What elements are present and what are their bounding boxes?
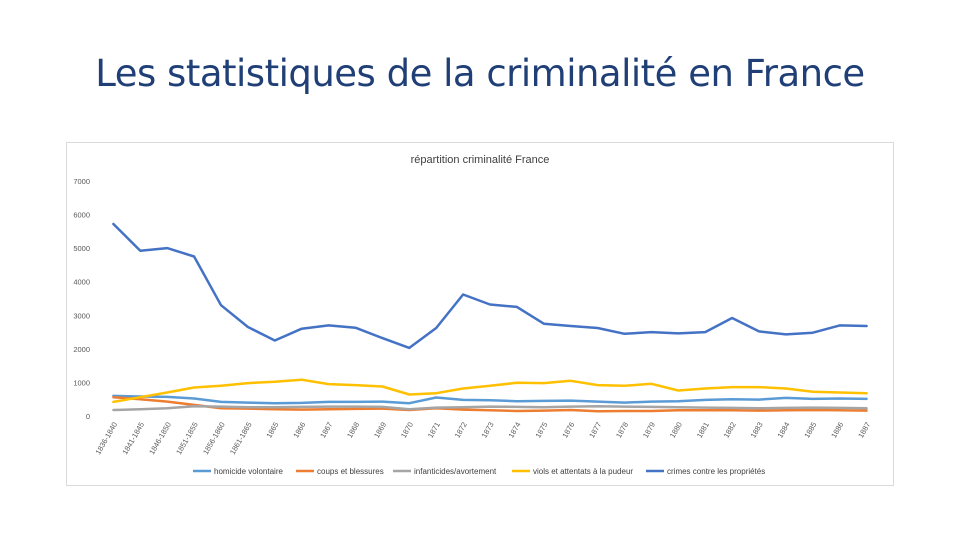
x-tick-label: 1846-1850 [147, 421, 173, 457]
y-tick-label: 3000 [73, 311, 90, 320]
x-tick-label: 1836-1840 [93, 421, 119, 457]
legend-label: infanticides/avortement [414, 467, 497, 476]
legend: homicide volontaire coups et blessures inf… [193, 467, 765, 476]
y-tick-label: 0 [86, 412, 90, 421]
x-tick-label: 1873 [480, 421, 496, 440]
x-tick-label: 1866 [291, 421, 307, 440]
chart-title: répartition criminalité France [411, 154, 550, 166]
y-axis: 0 1000 2000 3000 4000 5000 6000 7000 [73, 177, 90, 421]
y-tick-label: 5000 [73, 244, 90, 253]
x-tick-label: 1883 [749, 421, 765, 440]
chart-frame [66, 142, 894, 486]
x-tick-label: 1868 [345, 421, 361, 440]
y-tick-label: 7000 [73, 177, 90, 186]
x-tick-label: 1878 [614, 421, 630, 440]
y-tick-label: 1000 [73, 378, 90, 387]
x-tick-label: 1874 [506, 421, 522, 440]
x-tick-label: 1861-1865 [228, 421, 254, 457]
x-tick-label: 1884 [775, 421, 791, 440]
x-axis: 1836-1840 1841-1845 1846-1850 1851-1855 1856… [93, 421, 872, 457]
x-tick-label: 1880 [668, 421, 684, 440]
x-tick-label: 1869 [372, 421, 388, 440]
slide-title: Les statistiques de la criminalité en Fr… [95, 52, 865, 95]
x-tick-label: 1885 [802, 421, 818, 440]
series-line-1 [112, 394, 868, 405]
legend-label: homicide volontaire [214, 467, 283, 476]
x-tick-label: 1856-1860 [201, 421, 227, 457]
series-line-2 [112, 395, 868, 413]
x-tick-label: 1875 [533, 421, 549, 440]
series-line-5 [112, 222, 868, 350]
x-tick-label: 1851-1855 [174, 421, 200, 457]
x-tick-label: 1870 [399, 421, 415, 440]
series-line-4 [112, 378, 868, 404]
legend-label: viols et attentats à la pudeur [533, 467, 633, 476]
series-line-3 [112, 405, 868, 412]
x-tick-label: 1877 [587, 421, 603, 440]
y-tick-label: 2000 [73, 345, 90, 354]
x-tick-label: 1841-1845 [120, 421, 146, 457]
legend-label: crimes contre les propriétés [667, 467, 765, 476]
y-tick-label: 4000 [73, 278, 90, 287]
x-tick-label: 1872 [453, 421, 469, 440]
x-tick-label: 1865 [264, 421, 280, 440]
x-tick-label: 1867 [318, 421, 334, 440]
x-tick-label: 1871 [426, 421, 442, 440]
series-group [112, 222, 868, 413]
x-tick-label: 1887 [856, 421, 872, 440]
x-tick-label: 1886 [829, 421, 845, 440]
x-tick-label: 1882 [722, 421, 738, 440]
legend-label: coups et blessures [317, 467, 384, 476]
x-tick-label: 1881 [695, 421, 711, 440]
x-tick-label: 1879 [641, 421, 657, 440]
y-tick-label: 6000 [73, 211, 90, 220]
x-tick-label: 1876 [560, 421, 576, 440]
